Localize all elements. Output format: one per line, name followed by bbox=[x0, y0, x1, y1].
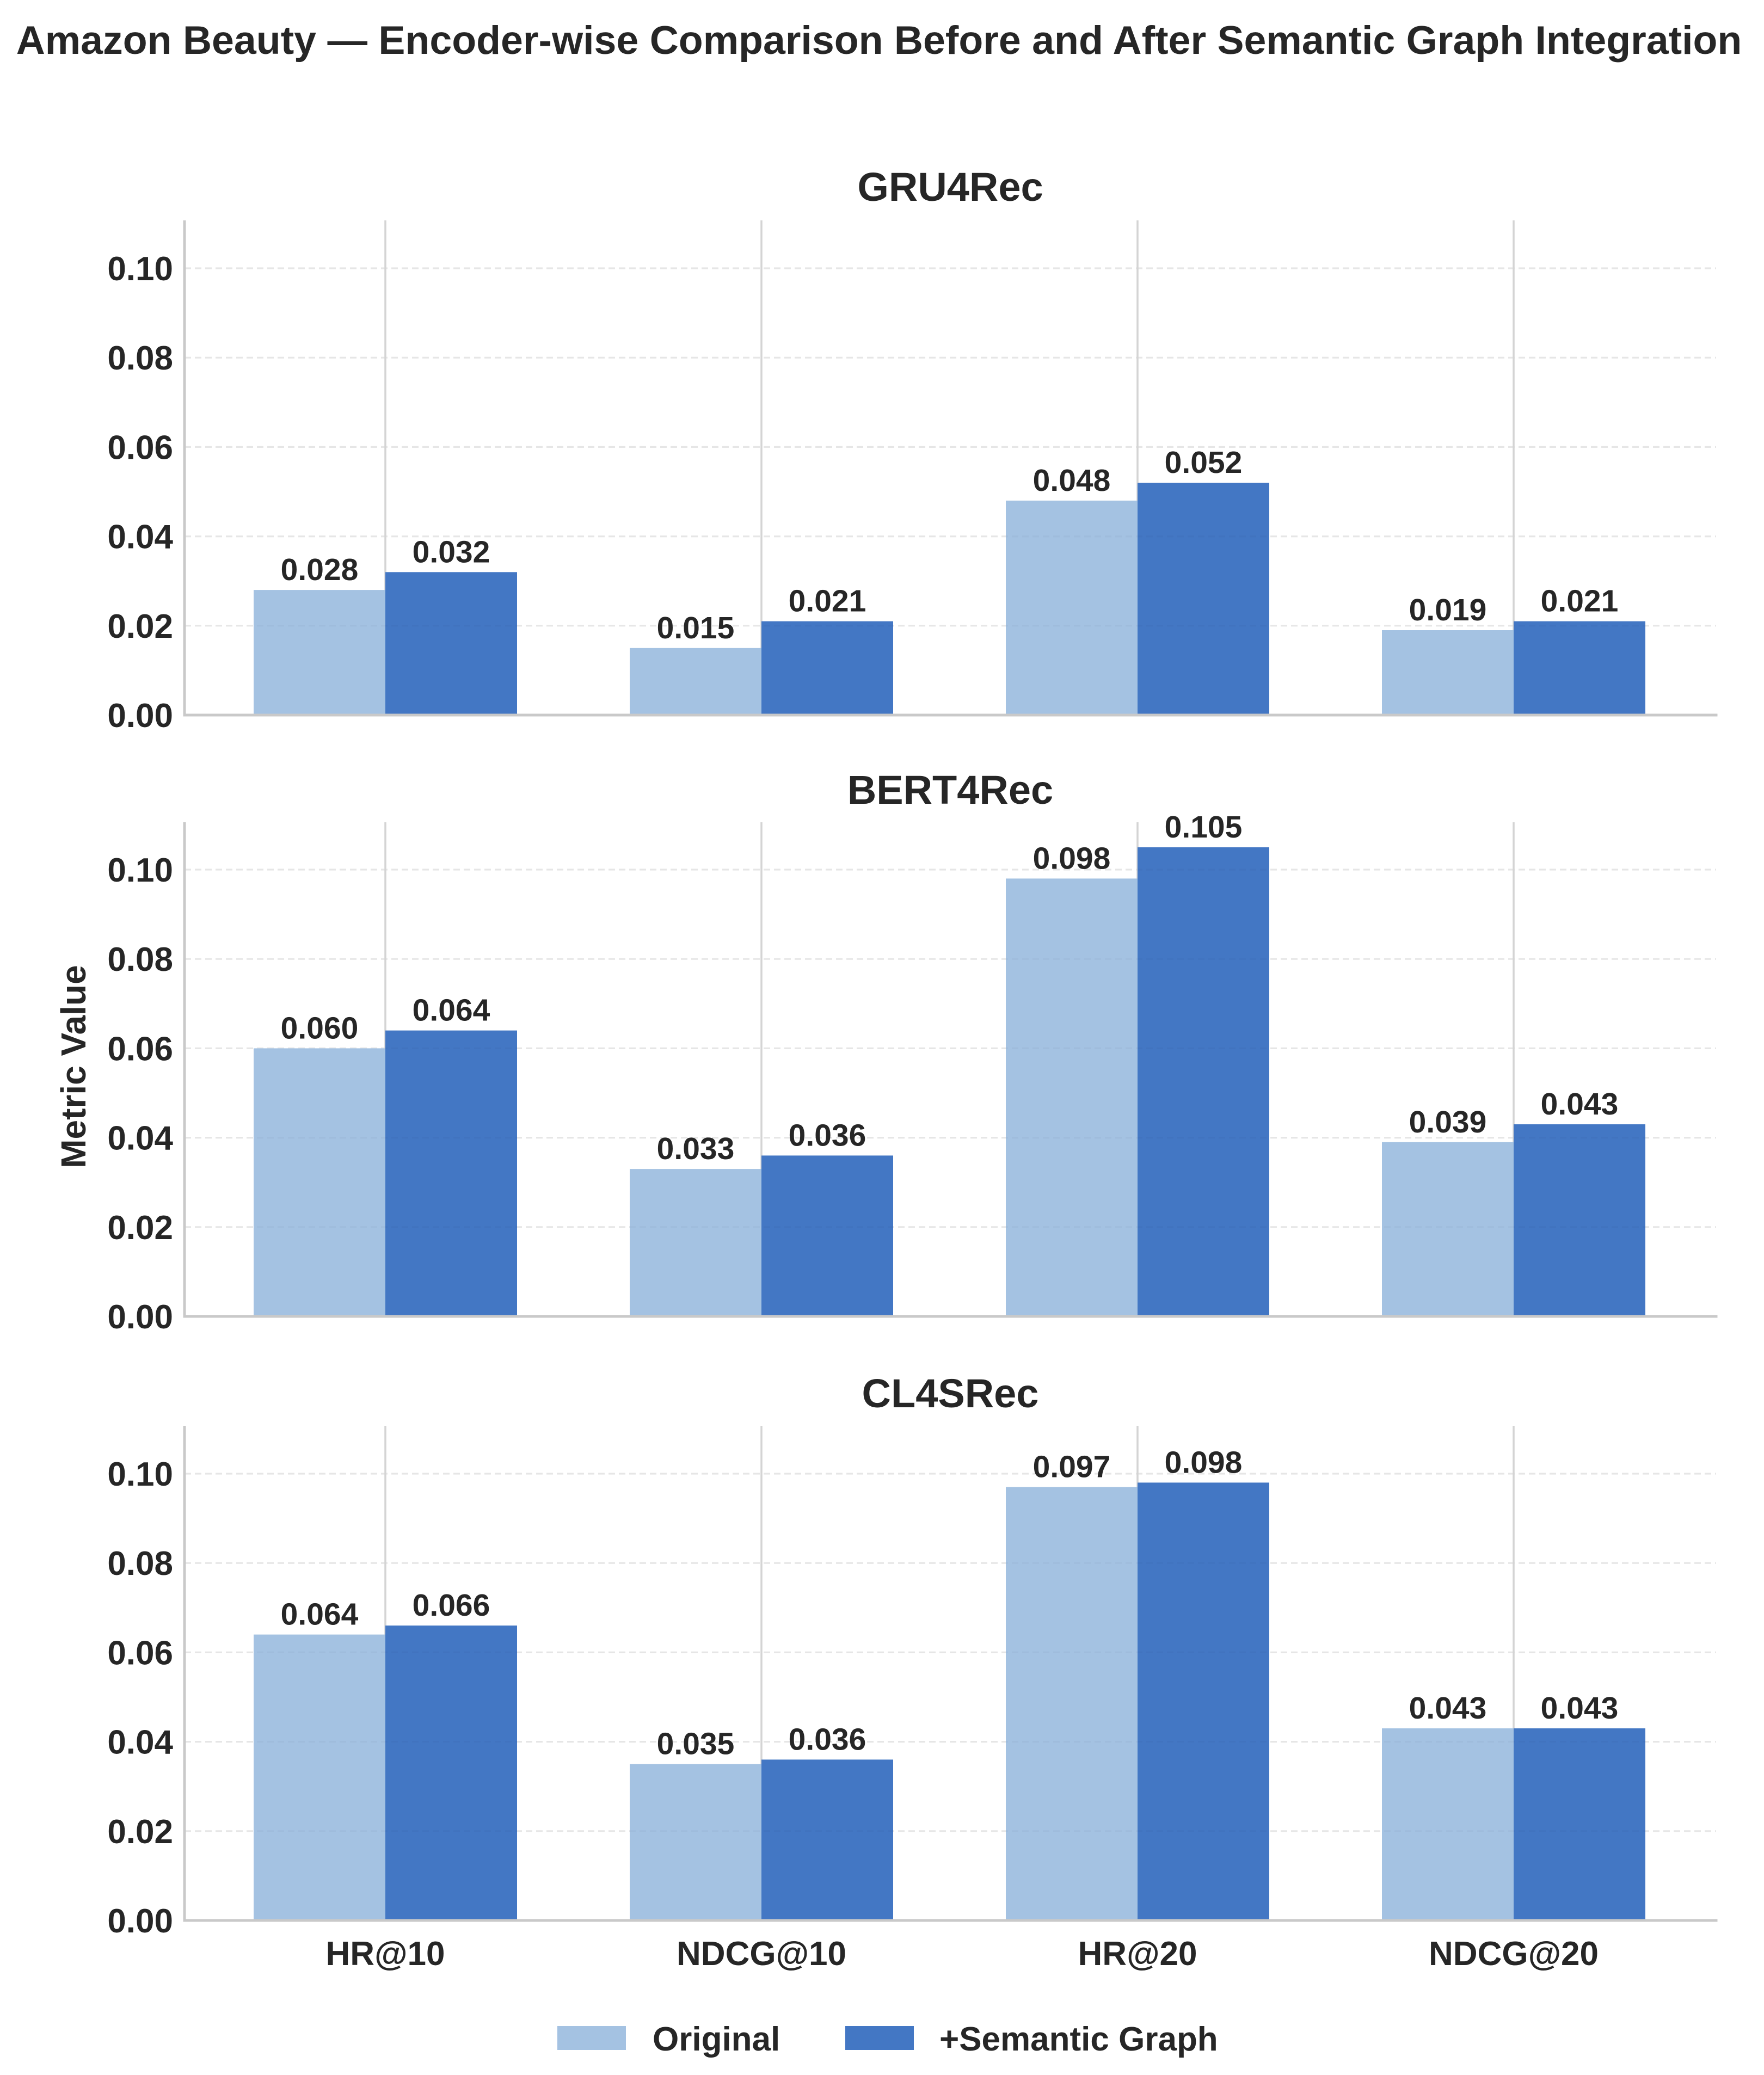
svg-text:CL4SRec: CL4SRec bbox=[862, 1371, 1039, 1416]
svg-text:HR@20: HR@20 bbox=[1078, 1935, 1197, 1973]
svg-text:+Semantic Graph: +Semantic Graph bbox=[939, 2021, 1218, 2058]
svg-text:0.00: 0.00 bbox=[107, 1902, 173, 1940]
svg-text:0.08: 0.08 bbox=[107, 941, 173, 978]
svg-text:Amazon Beauty — Encoder-wise C: Amazon Beauty — Encoder-wise Comparison … bbox=[16, 17, 1742, 63]
svg-text:0.10: 0.10 bbox=[107, 250, 173, 288]
svg-text:0.06: 0.06 bbox=[107, 429, 173, 466]
svg-text:0.043: 0.043 bbox=[1541, 1691, 1619, 1726]
svg-text:0.021: 0.021 bbox=[789, 584, 866, 619]
svg-text:0.035: 0.035 bbox=[657, 1727, 735, 1762]
svg-text:0.10: 0.10 bbox=[107, 1456, 173, 1493]
svg-text:0.02: 0.02 bbox=[107, 1813, 173, 1851]
svg-text:NDCG@10: NDCG@10 bbox=[677, 1935, 846, 1973]
svg-text:0.039: 0.039 bbox=[1409, 1105, 1487, 1140]
svg-text:0.06: 0.06 bbox=[107, 1030, 173, 1068]
svg-text:0.052: 0.052 bbox=[1165, 445, 1243, 480]
svg-text:0.033: 0.033 bbox=[657, 1131, 735, 1166]
svg-text:0.097: 0.097 bbox=[1033, 1450, 1111, 1485]
svg-text:0.036: 0.036 bbox=[789, 1118, 866, 1153]
svg-text:0.028: 0.028 bbox=[281, 552, 359, 587]
svg-text:0.06: 0.06 bbox=[107, 1634, 173, 1672]
svg-text:HR@10: HR@10 bbox=[326, 1935, 445, 1973]
svg-text:0.02: 0.02 bbox=[107, 1209, 173, 1247]
svg-text:0.098: 0.098 bbox=[1033, 841, 1111, 876]
svg-text:0.043: 0.043 bbox=[1409, 1691, 1487, 1726]
svg-text:0.036: 0.036 bbox=[789, 1722, 866, 1757]
svg-text:0.02: 0.02 bbox=[107, 608, 173, 645]
svg-text:0.00: 0.00 bbox=[107, 1298, 173, 1336]
svg-text:0.043: 0.043 bbox=[1541, 1087, 1619, 1122]
svg-text:0.04: 0.04 bbox=[107, 519, 173, 556]
svg-text:0.048: 0.048 bbox=[1033, 463, 1111, 498]
svg-text:0.08: 0.08 bbox=[107, 1545, 173, 1583]
svg-text:Original: Original bbox=[653, 2021, 780, 2058]
svg-text:0.021: 0.021 bbox=[1541, 584, 1619, 619]
svg-text:0.032: 0.032 bbox=[413, 534, 490, 569]
svg-text:0.105: 0.105 bbox=[1165, 810, 1243, 845]
svg-text:0.04: 0.04 bbox=[107, 1724, 173, 1762]
svg-text:GRU4Rec: GRU4Rec bbox=[857, 164, 1043, 210]
svg-text:0.064: 0.064 bbox=[281, 1597, 359, 1632]
svg-text:0.019: 0.019 bbox=[1409, 593, 1487, 627]
svg-text:0.10: 0.10 bbox=[107, 852, 173, 889]
svg-text:0.08: 0.08 bbox=[107, 340, 173, 377]
svg-text:0.064: 0.064 bbox=[413, 993, 490, 1028]
svg-text:0.066: 0.066 bbox=[413, 1588, 490, 1623]
svg-text:0.00: 0.00 bbox=[107, 697, 173, 735]
svg-text:NDCG@20: NDCG@20 bbox=[1429, 1935, 1599, 1973]
svg-text:0.060: 0.060 bbox=[281, 1011, 359, 1045]
svg-text:BERT4Rec: BERT4Rec bbox=[847, 767, 1053, 812]
svg-text:0.015: 0.015 bbox=[657, 611, 735, 645]
svg-text:0.04: 0.04 bbox=[107, 1120, 173, 1157]
svg-text:0.098: 0.098 bbox=[1165, 1445, 1243, 1480]
svg-text:Metric Value: Metric Value bbox=[54, 965, 93, 1168]
